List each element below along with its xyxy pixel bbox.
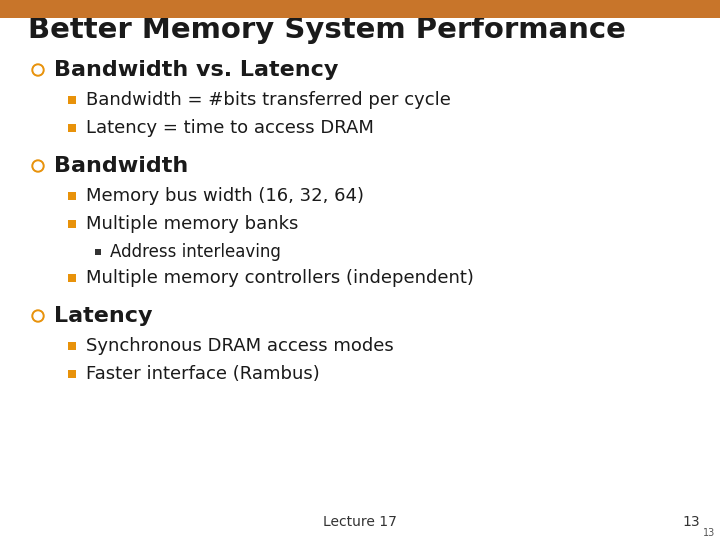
- Circle shape: [32, 64, 44, 76]
- Bar: [95, 249, 101, 255]
- Circle shape: [34, 162, 42, 170]
- Text: Bandwidth = #bits transferred per cycle: Bandwidth = #bits transferred per cycle: [86, 91, 451, 109]
- Text: Latency = time to access DRAM: Latency = time to access DRAM: [86, 119, 374, 137]
- Circle shape: [34, 66, 42, 74]
- Circle shape: [34, 312, 42, 320]
- Bar: [68, 192, 76, 200]
- Text: Multiple memory controllers (independent): Multiple memory controllers (independent…: [86, 269, 474, 287]
- Bar: [68, 342, 76, 350]
- Text: Synchronous DRAM access modes: Synchronous DRAM access modes: [86, 337, 394, 355]
- Text: 13: 13: [703, 528, 715, 538]
- Bar: [68, 124, 76, 132]
- Bar: [0, 0, 720, 18]
- Text: 13: 13: [683, 515, 700, 529]
- Text: Memory bus width (16, 32, 64): Memory bus width (16, 32, 64): [86, 187, 364, 205]
- Text: Latency: Latency: [54, 306, 153, 326]
- Bar: [68, 370, 76, 378]
- Bar: [68, 220, 76, 228]
- Text: Bandwidth: Bandwidth: [54, 156, 188, 176]
- Text: Bandwidth vs. Latency: Bandwidth vs. Latency: [54, 60, 338, 80]
- Bar: [68, 96, 76, 104]
- Circle shape: [32, 310, 44, 322]
- Text: Better Memory System Performance: Better Memory System Performance: [28, 16, 626, 44]
- Text: Multiple memory banks: Multiple memory banks: [86, 215, 298, 233]
- Bar: [68, 274, 76, 282]
- Circle shape: [32, 160, 44, 172]
- Text: Faster interface (Rambus): Faster interface (Rambus): [86, 365, 320, 383]
- Text: Lecture 17: Lecture 17: [323, 515, 397, 529]
- Text: Address interleaving: Address interleaving: [110, 243, 281, 261]
